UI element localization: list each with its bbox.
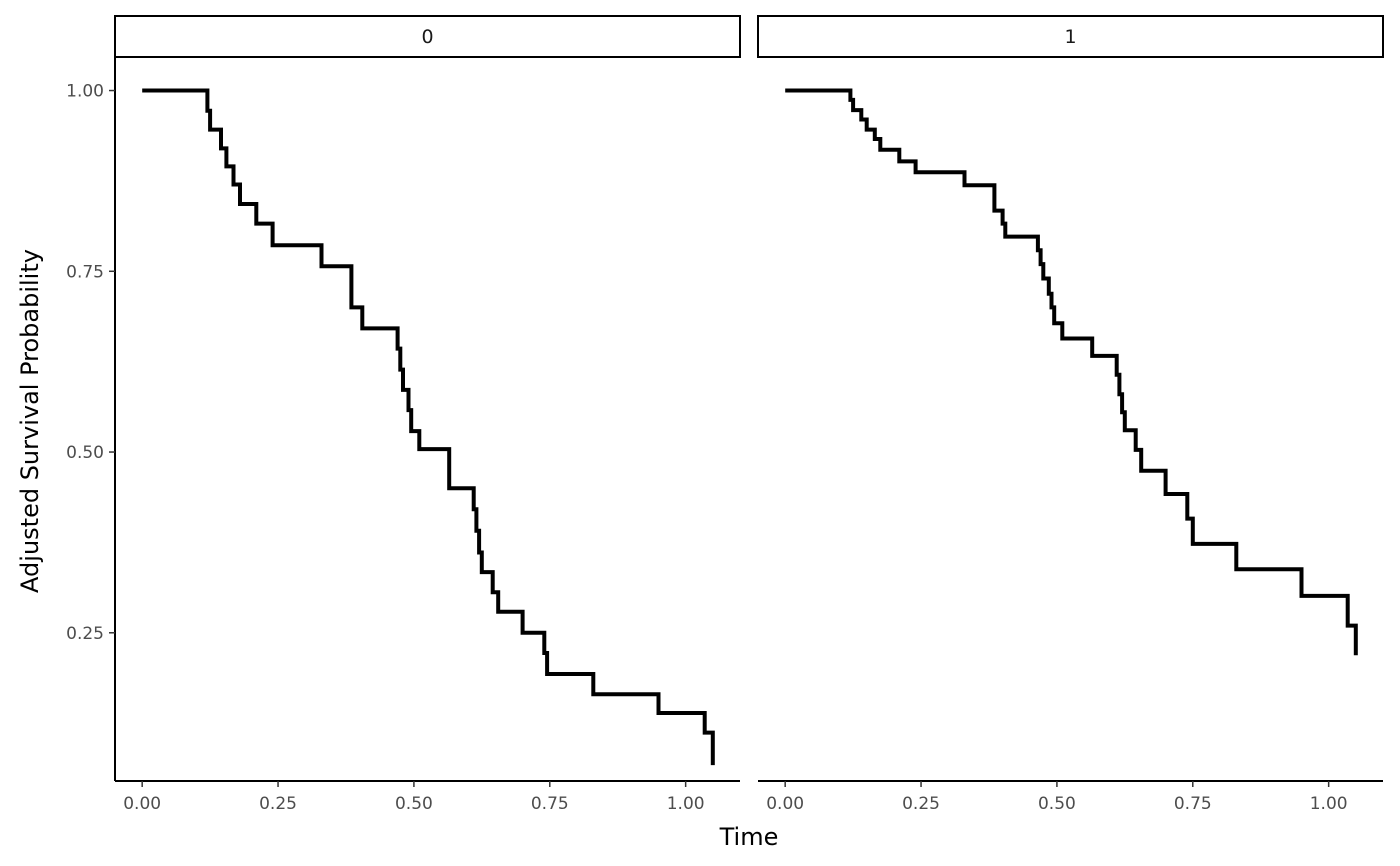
x-tick-label: 0.50 bbox=[395, 794, 433, 814]
x-tick-label: 1.00 bbox=[667, 794, 705, 814]
chart-marks: 0.00 0.25 0.50 0.75 1.00 0.25 0.50 0.75 1.00 0.00… bbox=[66, 58, 1383, 814]
x-tick-label: 1.00 bbox=[1310, 794, 1348, 814]
x-tick-label: 0.75 bbox=[531, 794, 569, 814]
survival-curve-1 bbox=[785, 88, 1358, 656]
x-tick-label: 0.50 bbox=[1038, 794, 1076, 814]
y-tick-label: 0.25 bbox=[66, 624, 104, 644]
x-axis-title: Time bbox=[719, 823, 779, 851]
x-tick-label: 0.00 bbox=[123, 794, 161, 814]
y-tick-label: 0.75 bbox=[66, 262, 104, 282]
x-tick-label: 0.00 bbox=[766, 794, 804, 814]
facet-strip-0 bbox=[114, 15, 741, 58]
x-tick-label: 0.25 bbox=[259, 794, 297, 814]
y-axis-title: Adjusted Survival Probability bbox=[16, 249, 44, 593]
facet-strip-label-0: 0 bbox=[421, 26, 433, 48]
facet-strip-1 bbox=[757, 15, 1384, 58]
facet-panel-1: 1 bbox=[757, 15, 1384, 58]
survival-curve-0 bbox=[142, 88, 715, 766]
x-tick-label: 0.75 bbox=[1174, 794, 1212, 814]
y-tick-label: 0.50 bbox=[66, 443, 104, 463]
y-tick-label: 1.00 bbox=[66, 82, 104, 102]
x-tick-label: 0.25 bbox=[902, 794, 940, 814]
facet-strip-label-1: 1 bbox=[1064, 26, 1076, 48]
facet-panel-0: 0 bbox=[114, 15, 741, 58]
